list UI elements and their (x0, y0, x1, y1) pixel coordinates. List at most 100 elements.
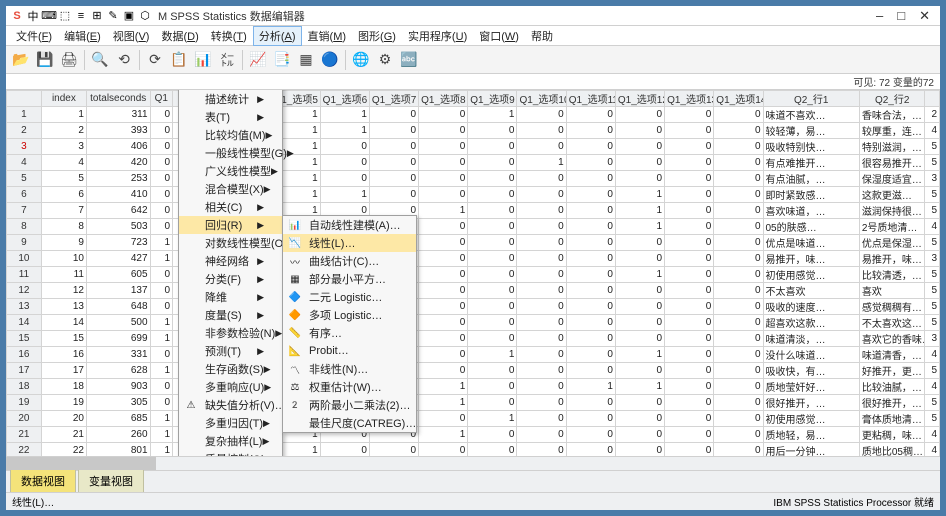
titlebar-icon-5[interactable]: ⊞ (90, 9, 104, 23)
menu-图形[interactable]: 图形(G) (352, 26, 402, 46)
table-row[interactable]: 552530001000000000有点油腻，…保湿度适宜…3 (7, 171, 940, 187)
maximize-button[interactable]: □ (897, 8, 905, 24)
menu-转换[interactable]: 转换(T) (205, 26, 253, 46)
table-row[interactable]: 14145001001100000000超喜欢这款…不太喜欢这…5 (7, 315, 940, 331)
table-row[interactable]: 776420001001000100喜欢味道，…滋润保持很…5 (7, 203, 940, 219)
menu-item[interactable]: 广义线性模型▶ (179, 162, 282, 180)
menu-直销[interactable]: 直销(M) (302, 26, 353, 46)
menu-实用程序[interactable]: 实用程序(U) (402, 26, 473, 46)
menu-item[interactable]: ▦部分最小平方… (283, 270, 416, 288)
menu-窗口[interactable]: 窗口(W) (473, 26, 525, 46)
menu-item[interactable]: 描述统计▶ (179, 90, 282, 108)
toolbar-btn-15[interactable]: 🔤 (398, 49, 420, 71)
col-header[interactable]: Q1_选项7 (369, 91, 418, 107)
table-row[interactable]: 21212601011001000000质地轻，易…更粘稠，味…4 (7, 427, 940, 443)
titlebar-icon-4[interactable]: ≡ (74, 9, 88, 23)
toolbar-btn-13[interactable]: 🌐 (350, 49, 372, 71)
col-header[interactable] (7, 91, 42, 107)
table-row[interactable]: 18189030001001001100质地莹奸好…比较油腻，…4 (7, 379, 940, 395)
table-row[interactable]: 664100001100000100即时紧致感…这款更滋…5 (7, 187, 940, 203)
menu-item[interactable]: 混合模型(X)▶ (179, 180, 282, 198)
variable-view-tab[interactable]: 变量视图 (78, 469, 144, 492)
toolbar-btn-12[interactable]: 🔵 (319, 49, 341, 71)
titlebar-icon-8[interactable]: ⬡ (138, 9, 152, 23)
menu-item[interactable]: 非参数检验(N)▶ (179, 324, 282, 342)
menu-item[interactable]: 比较均值(M)▶ (179, 126, 282, 144)
table-row[interactable]: 19193050001001000000很好推开，…很好推开，…5 (7, 395, 940, 411)
menu-item[interactable]: ⚖权重估计(W)… (283, 378, 416, 396)
menu-item[interactable]: 多重归因(T)▶ (179, 414, 282, 432)
close-button[interactable]: ✕ (919, 8, 930, 24)
toolbar-btn-5[interactable]: ⟳ (144, 49, 166, 71)
table-row[interactable]: 113110001100100000味道不喜欢…香味合法，…2 (7, 107, 940, 123)
menu-item[interactable]: 相关(C)▶ (179, 198, 282, 216)
table-row[interactable]: 334060001000000000吸收特别快…特别滋润，…5 (7, 139, 940, 155)
titlebar-icon-2[interactable]: ⌨ (42, 9, 56, 23)
col-header[interactable]: Q1_选项14 (714, 91, 763, 107)
menu-item[interactable]: 度量(S)▶ (179, 306, 282, 324)
menu-item[interactable]: 复杂抽样(L)▶ (179, 432, 282, 450)
titlebar-icon-6[interactable]: ✎ (106, 9, 120, 23)
toolbar-btn-3[interactable]: 🔍 (89, 49, 111, 71)
table-row[interactable]: 223930001100000000较轻薄，易…较厚重，连…4 (7, 123, 940, 139)
menu-item[interactable]: 质量控制(Q)▶ (179, 450, 282, 456)
minimize-button[interactable]: – (876, 8, 883, 24)
menu-item[interactable]: 分类(F)▶ (179, 270, 282, 288)
menu-item[interactable]: ⚠缺失值分析(V)… (179, 396, 282, 414)
table-row[interactable]: 88503000100000010005的肤感…2号质地清…4 (7, 219, 940, 235)
table-row[interactable]: 11116050001000000100初使用感觉…比较清透，…5 (7, 267, 940, 283)
menu-item[interactable]: 预测(T)▶ (179, 342, 282, 360)
toolbar-btn-10[interactable]: 📑 (271, 49, 293, 71)
menu-item[interactable]: 最佳尺度(CATREG)… (283, 414, 416, 432)
col-header[interactable]: Q1_选项13 (665, 91, 714, 107)
regression-submenu[interactable]: 📊自动线性建模(A)…📉线性(L)…〰曲线估计(C)…▦部分最小平方…🔷二元 L… (282, 215, 417, 433)
menu-item[interactable]: 📊自动线性建模(A)… (283, 216, 416, 234)
menu-item[interactable]: 神经网络▶ (179, 252, 282, 270)
table-row[interactable]: 16163310000000100100没什么味道…味道清香，…4 (7, 347, 940, 363)
col-header[interactable]: Q1_选项11 (566, 91, 615, 107)
toolbar-btn-11[interactable]: ▦ (295, 49, 317, 71)
table-row[interactable]: 10104271001000000000易推开，味…易推开，味…3 (7, 251, 940, 267)
menu-item[interactable]: 📏有序… (283, 324, 416, 342)
menu-item[interactable]: 一般线性模型(G)▶ (179, 144, 282, 162)
col-header[interactable]: Q1_选项8 (419, 91, 468, 107)
menu-item[interactable]: 📐Probit… (283, 342, 416, 360)
menu-文件[interactable]: 文件(F) (10, 26, 58, 46)
analyze-menu[interactable]: 报告▶描述统计▶表(T)▶比较均值(M)▶一般线性模型(G)▶广义线性模型▶混合… (178, 90, 283, 456)
horizontal-scrollbar[interactable] (6, 456, 940, 470)
col-header[interactable]: Q1_选项6 (320, 91, 369, 107)
toolbar-btn-4[interactable]: ⟲ (113, 49, 135, 71)
toolbar-btn-0[interactable]: 📂 (10, 49, 32, 71)
menu-item[interactable]: 〽非线性(N)… (283, 360, 416, 378)
titlebar-icon-0[interactable]: S (10, 9, 24, 23)
menu-编辑[interactable]: 编辑(E) (58, 26, 107, 46)
titlebar-icon-1[interactable]: 中 (26, 9, 40, 23)
menu-item[interactable]: 回归(R)▶ (179, 216, 282, 234)
toolbar-btn-2[interactable]: 🖨 (58, 49, 80, 71)
titlebar-icon-7[interactable]: ▣ (122, 9, 136, 23)
col-header[interactable]: Q1_选项12 (615, 91, 664, 107)
menu-item[interactable]: 2️两阶最小二乘法(2)… (283, 396, 416, 414)
table-row[interactable]: 20206851001000100000初使用感觉…膏体质地清…5 (7, 411, 940, 427)
col-header[interactable]: totalseconds (86, 91, 150, 107)
col-header[interactable]: Q1_选项10 (517, 91, 566, 107)
menu-item[interactable]: 🔷二元 Logistic… (283, 288, 416, 306)
menu-帮助[interactable]: 帮助 (525, 26, 559, 46)
table-row[interactable]: 15156991001000000000味道清淡，…喜欢它的香味…3 (7, 331, 940, 347)
col-header[interactable] (925, 91, 940, 107)
toolbar-btn-14[interactable]: ⚙ (374, 49, 396, 71)
data-view-tab[interactable]: 数据视图 (10, 469, 76, 492)
toolbar-btn-6[interactable]: 📋 (168, 49, 190, 71)
menu-分析[interactable]: 分析(A) (253, 26, 302, 46)
menu-item[interactable]: 多重响应(U)▶ (179, 378, 282, 396)
toolbar-btn-9[interactable]: 📈 (247, 49, 269, 71)
toolbar-btn-1[interactable]: 💾 (34, 49, 56, 71)
titlebar-icon-3[interactable]: ⬚ (58, 9, 72, 23)
toolbar-btn-7[interactable]: 📊 (192, 49, 214, 71)
col-header[interactable]: Q2_行2 (859, 91, 925, 107)
table-row[interactable]: 12121370000000000000不太喜欢喜欢5 (7, 283, 940, 299)
menu-item[interactable]: 对数线性模型(O)▶ (179, 234, 282, 252)
toolbar-btn-8[interactable]: ㍍ (216, 49, 238, 71)
data-grid[interactable]: indextotalsecondsQ1选项3Q1_选项4Q1_选项5Q1_选项6… (6, 90, 940, 456)
table-row[interactable]: 17176281001000000000吸收快，有…好推开，更…5 (7, 363, 940, 379)
